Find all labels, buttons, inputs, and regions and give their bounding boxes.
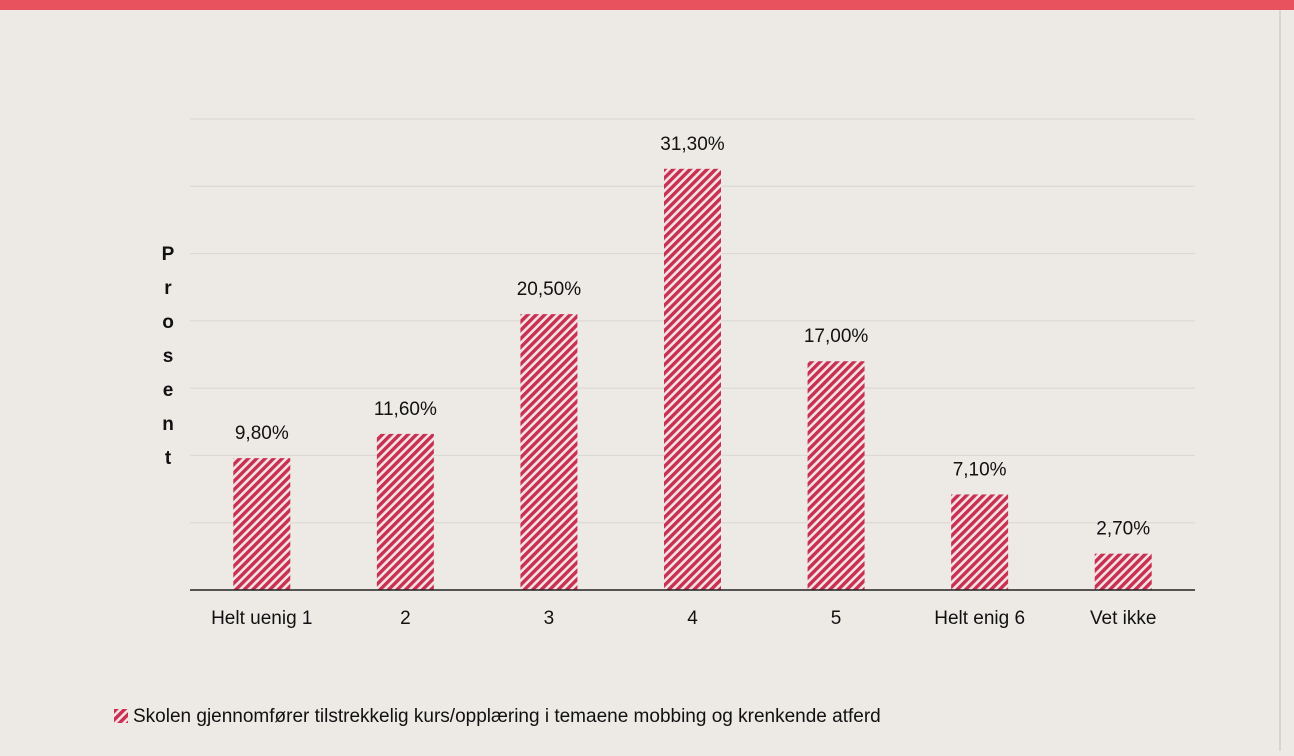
x-tick-label: 3 — [544, 608, 555, 629]
bar — [520, 314, 578, 590]
x-tick-label: Vet ikke — [1090, 608, 1157, 629]
legend-label: Skolen gjennomfører tilstrekkelig kurs/o… — [133, 706, 881, 727]
bar — [664, 168, 721, 590]
x-tick-label: 5 — [831, 608, 842, 629]
x-tick-label: Helt uenig 1 — [211, 608, 312, 629]
data-label: 17,00% — [804, 326, 869, 347]
top-bar — [0, 0, 1294, 10]
x-tick-label: 4 — [687, 608, 698, 629]
bar — [233, 458, 291, 590]
x-tick-label: 2 — [400, 608, 411, 629]
bar — [807, 361, 865, 590]
bar — [376, 433, 434, 590]
x-tick-label: Helt enig 6 — [934, 608, 1025, 629]
data-label: 7,10% — [953, 459, 1007, 480]
data-label: 31,30% — [660, 134, 725, 155]
data-label: 2,70% — [1096, 519, 1150, 540]
data-label: 20,50% — [517, 279, 582, 300]
bar — [951, 494, 1009, 590]
data-label: 11,60% — [374, 399, 437, 420]
legend-swatch — [114, 709, 128, 723]
bar — [1094, 553, 1152, 590]
data-label: 9,80% — [235, 423, 289, 444]
